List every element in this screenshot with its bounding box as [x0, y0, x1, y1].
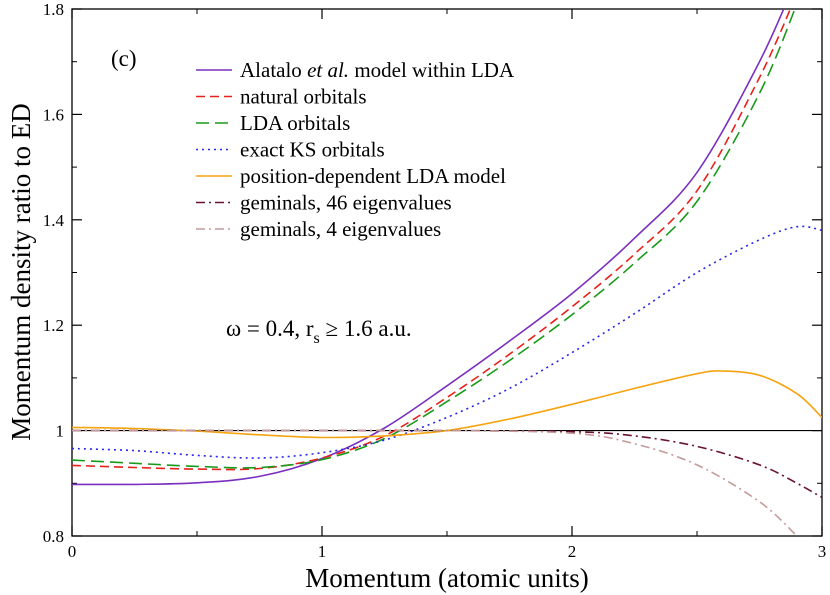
legend-label-position-dependent-lda: position-dependent LDA model: [240, 164, 506, 188]
legend-label-natural-orbitals: natural orbitals: [240, 85, 367, 109]
panel-label: (c): [111, 46, 137, 71]
legend-text-part: Alatalo: [240, 58, 307, 82]
legend-label-lda-orbitals: LDA orbitals: [240, 111, 350, 135]
legend-label-alatalo: Alatalo et al. model within LDA: [240, 58, 515, 82]
legend-label-geminals-4: geminals, 4 eigenvalues: [240, 217, 441, 241]
y-tick-label: 1.2: [43, 316, 64, 335]
series-line-geminals-46: [72, 429, 822, 499]
legend-text-italic: et al.: [307, 58, 349, 82]
legend-text-part: exact KS orbitals: [240, 138, 385, 162]
series-line-natural-orbitals: [72, 9, 792, 471]
axis-ticks: 0 1 2 3 0.8 1 1.2 1.4 1.6 1.8: [43, 0, 827, 561]
annotation-main: ω = 0.4, r: [226, 316, 314, 341]
y-tick-label: 0.8: [43, 527, 64, 546]
y-tick-label: 1.8: [43, 0, 64, 19]
legend-text-part: geminals, 46 eigenvalues: [240, 191, 452, 215]
series-line-position-dependent-lda: [72, 370, 822, 439]
x-tick-label: 1: [318, 542, 327, 561]
series-line-alatalo: [72, 9, 785, 486]
y-tick-label: 1.6: [43, 105, 64, 124]
series-line-geminals-4: [72, 429, 798, 536]
x-axis-title: Momentum (atomic units): [305, 563, 588, 593]
series-lines: [72, 9, 822, 536]
series-line-exact-ks-orbitals: [72, 225, 822, 459]
legend: Alatalo et al. model within LDA natural o…: [196, 58, 515, 241]
annotation-subscript: s: [314, 330, 320, 347]
legend-text-part: LDA orbitals: [240, 111, 350, 135]
legend-text-part: position-dependent LDA model: [240, 164, 506, 188]
x-tick-label: 0: [68, 542, 77, 561]
y-tick-label: 1: [56, 422, 65, 441]
series-line-lda-orbitals: [72, 9, 796, 469]
legend-text-part: natural orbitals: [240, 85, 367, 109]
y-axis-title: Momentum density ratio to ED: [6, 103, 36, 440]
annotation-rest: ≥ 1.6 a.u.: [320, 316, 412, 341]
legend-text-part: geminals, 4 eigenvalues: [240, 217, 441, 241]
legend-label-geminals-46: geminals, 46 eigenvalues: [240, 191, 452, 215]
x-tick-label: 2: [568, 542, 577, 561]
plot-frame: [71, 8, 823, 537]
parameter-annotation: ω = 0.4, rs ≥ 1.6 a.u.: [226, 316, 412, 347]
y-tick-label: 1.4: [43, 211, 65, 230]
legend-label-exact-ks-orbitals: exact KS orbitals: [240, 138, 385, 162]
legend-text-part: model within LDA: [349, 58, 515, 82]
x-tick-label: 3: [818, 542, 827, 561]
